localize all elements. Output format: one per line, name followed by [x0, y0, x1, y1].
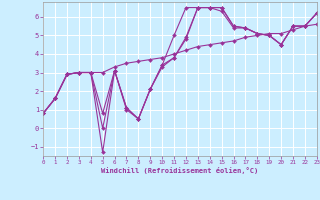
X-axis label: Windchill (Refroidissement éolien,°C): Windchill (Refroidissement éolien,°C) [101, 167, 259, 174]
